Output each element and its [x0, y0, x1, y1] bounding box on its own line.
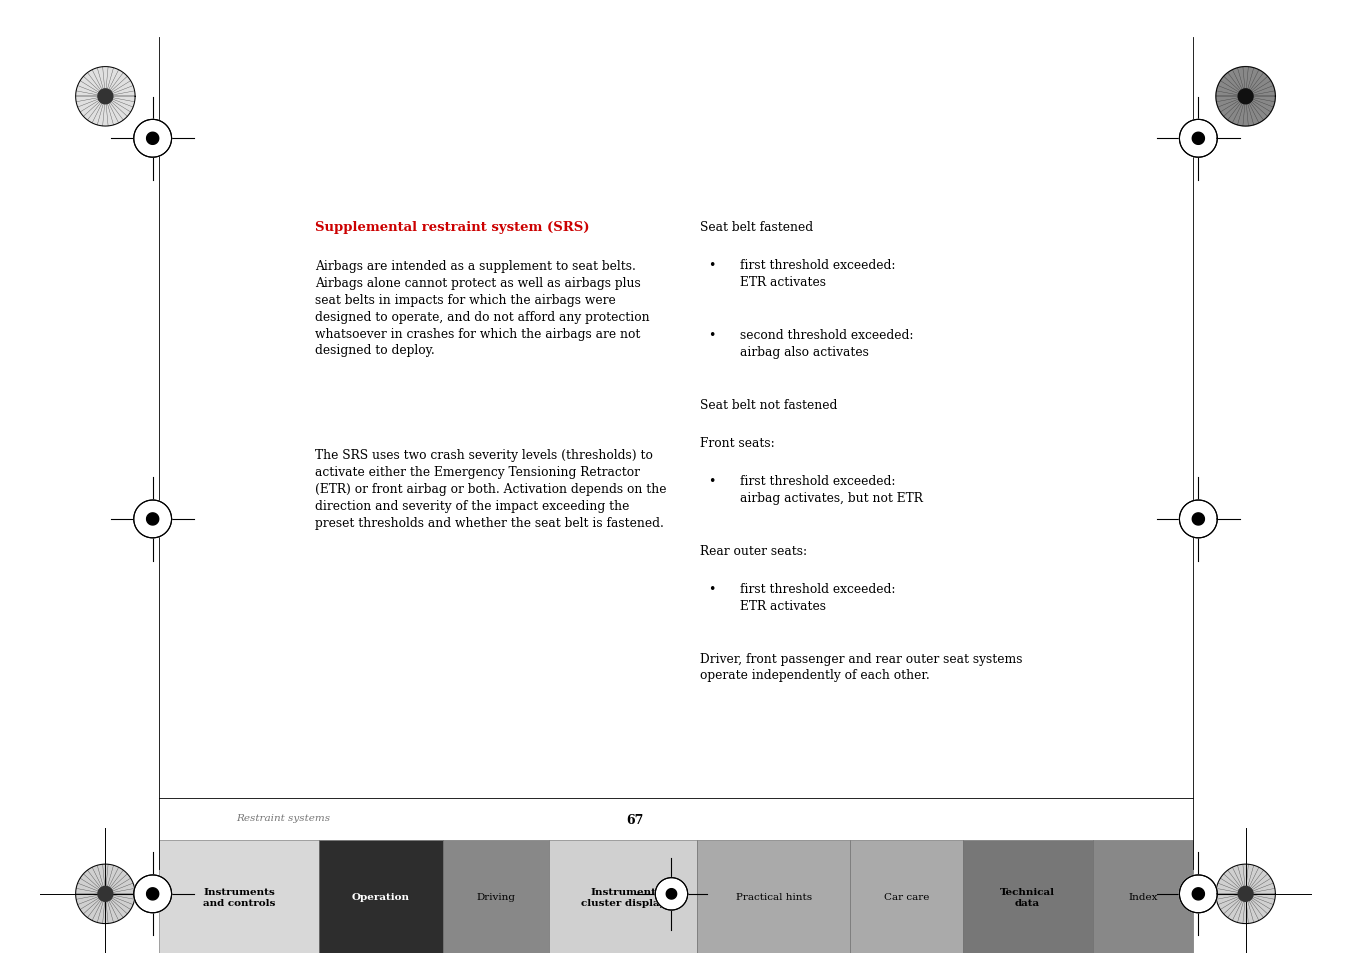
Text: Car care: Car care — [884, 892, 929, 902]
Text: •: • — [708, 259, 715, 273]
Polygon shape — [1216, 68, 1275, 127]
Polygon shape — [134, 875, 172, 913]
Polygon shape — [134, 500, 172, 538]
Text: Instruments
and controls: Instruments and controls — [203, 886, 276, 907]
Bar — [319, 841, 443, 953]
Polygon shape — [666, 889, 677, 899]
Bar — [697, 841, 850, 953]
Bar — [159, 841, 319, 953]
Polygon shape — [1239, 886, 1254, 902]
Polygon shape — [99, 886, 113, 902]
Text: •: • — [708, 329, 715, 342]
Text: Airbags are intended as a supplement to seat belts.
Airbags alone cannot protect: Airbags are intended as a supplement to … — [315, 260, 650, 357]
Bar — [1093, 841, 1193, 953]
Text: Index: Index — [1128, 892, 1158, 902]
Text: Practical hints: Practical hints — [735, 892, 812, 902]
Polygon shape — [147, 514, 158, 525]
Text: Seat belt fastened: Seat belt fastened — [700, 221, 813, 234]
Text: •: • — [708, 582, 715, 596]
Polygon shape — [99, 90, 113, 105]
Polygon shape — [655, 878, 688, 910]
Text: Seat belt not fastened: Seat belt not fastened — [700, 398, 838, 412]
Text: Driver, front passenger and rear outer seat systems
operate independently of eac: Driver, front passenger and rear outer s… — [700, 652, 1023, 681]
Text: Rear outer seats:: Rear outer seats: — [700, 544, 807, 558]
Polygon shape — [134, 120, 172, 158]
Polygon shape — [1193, 514, 1204, 525]
Bar — [963, 841, 1093, 953]
Text: first threshold exceeded:
ETR activates: first threshold exceeded: ETR activates — [740, 582, 896, 612]
Text: Supplemental restraint system (SRS): Supplemental restraint system (SRS) — [315, 221, 589, 234]
Text: Front seats:: Front seats: — [700, 436, 774, 450]
Polygon shape — [1179, 500, 1217, 538]
Text: 67: 67 — [627, 813, 643, 826]
Text: Instrument
cluster display: Instrument cluster display — [581, 886, 665, 907]
Polygon shape — [147, 888, 158, 900]
Text: •: • — [708, 475, 715, 488]
Text: Driving: Driving — [477, 892, 516, 902]
Polygon shape — [1179, 875, 1217, 913]
Polygon shape — [76, 68, 135, 127]
Polygon shape — [1179, 120, 1217, 158]
Text: Technical
data: Technical data — [1000, 886, 1055, 907]
Bar — [850, 841, 963, 953]
Bar — [550, 841, 697, 953]
Bar — [443, 841, 550, 953]
Polygon shape — [147, 133, 158, 145]
Polygon shape — [1239, 90, 1254, 105]
Text: second threshold exceeded:
airbag also activates: second threshold exceeded: airbag also a… — [740, 329, 913, 358]
Text: Operation: Operation — [351, 892, 409, 902]
Polygon shape — [1193, 133, 1204, 145]
Polygon shape — [1216, 864, 1275, 923]
Text: first threshold exceeded:
ETR activates: first threshold exceeded: ETR activates — [740, 259, 896, 289]
Text: first threshold exceeded:
airbag activates, but not ETR: first threshold exceeded: airbag activat… — [740, 475, 923, 504]
Text: The SRS uses two crash severity levels (thresholds) to
activate either the Emerg: The SRS uses two crash severity levels (… — [315, 449, 666, 529]
Polygon shape — [76, 864, 135, 923]
Text: Restraint systems: Restraint systems — [236, 813, 331, 821]
Polygon shape — [1193, 888, 1204, 900]
